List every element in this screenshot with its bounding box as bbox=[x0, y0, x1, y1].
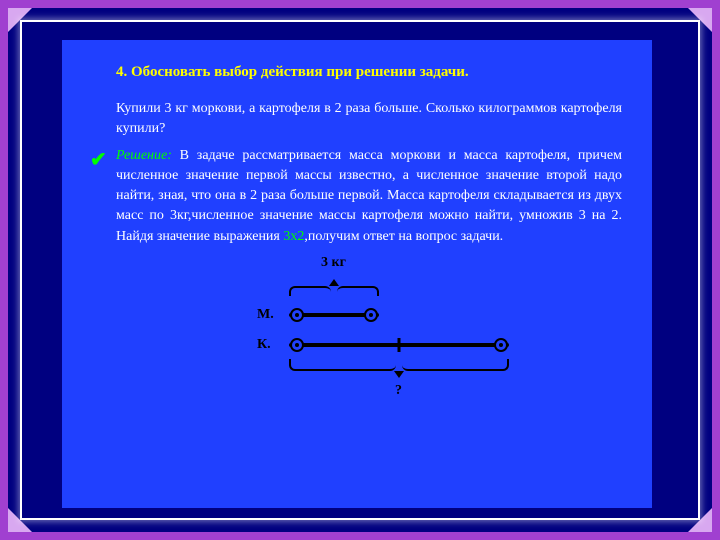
node-k-start bbox=[290, 338, 304, 352]
diagram-bottom-label: ? bbox=[395, 383, 402, 399]
solution-label: Решение: bbox=[116, 148, 172, 163]
brace-top-tip bbox=[329, 279, 339, 286]
solution-tail: ,получим ответ на вопрос задачи. bbox=[304, 229, 503, 244]
segment-diagram: 3 кг М. К. ? bbox=[189, 253, 549, 413]
navy-frame: 4. Обосновать выбор действия при решении… bbox=[8, 8, 712, 532]
slide-panel: 4. Обосновать выбор действия при решении… bbox=[62, 40, 652, 508]
slide-title: 4. Обосновать выбор действия при решении… bbox=[116, 64, 622, 81]
brace-bot-left bbox=[289, 359, 396, 371]
brace-top-right bbox=[337, 286, 379, 296]
brace-bot-tip bbox=[394, 371, 404, 378]
diagram-top-label: 3 кг bbox=[321, 255, 346, 271]
bar-k-midtick bbox=[398, 338, 401, 352]
checkmark-icon: ✔ bbox=[90, 146, 107, 175]
brace-bot-right bbox=[402, 359, 509, 371]
solution-expression: 3х2 bbox=[283, 229, 304, 244]
node-m-end bbox=[364, 308, 378, 322]
problem-text: Купили 3 кг моркови, а картофеля в 2 раз… bbox=[116, 99, 622, 140]
row2-label: К. bbox=[257, 337, 271, 353]
row1-label: М. bbox=[257, 307, 274, 323]
brace-top-left bbox=[289, 286, 331, 296]
node-k-end bbox=[494, 338, 508, 352]
outer-gradient: 4. Обосновать выбор действия при решении… bbox=[0, 0, 720, 540]
node-m-start bbox=[290, 308, 304, 322]
solution-paragraph: ✔ Решение: В задаче рассматривается масс… bbox=[116, 146, 622, 247]
